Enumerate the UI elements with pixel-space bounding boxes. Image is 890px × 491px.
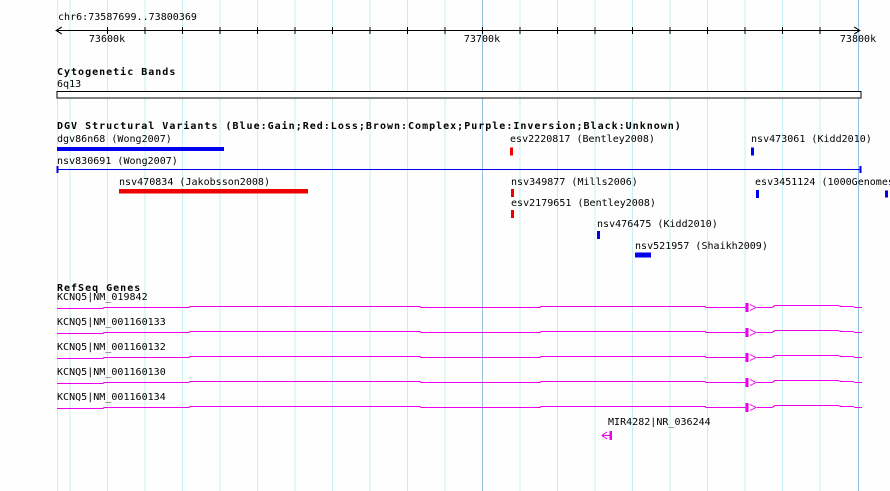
variant-glyph-dgv86n68[interactable]	[57, 147, 224, 151]
gene-line-NM_001160132[interactable]	[57, 356, 746, 359]
variant-label-nsv830691[interactable]: nsv830691 (Wong2007)	[57, 156, 178, 167]
variant-label-nsv470834[interactable]: nsv470834 (Jakobsson2008)	[119, 177, 271, 188]
variant-label-esv2179651[interactable]: esv2179651 (Bentley2008)	[511, 198, 656, 209]
region-title: chr6:73587699..73800369	[58, 12, 197, 23]
variant-glyph-nsv349877[interactable]	[511, 189, 514, 197]
cytoband-label[interactable]: 6q13	[57, 79, 82, 90]
variant-glyph-esv2220817[interactable]	[510, 147, 513, 156]
variant-label-esv3451124[interactable]: esv3451124 (1000Genomes	[755, 177, 890, 188]
gene-exon-tick[interactable]	[745, 353, 749, 362]
variant-glyph-nsv470834[interactable]	[119, 189, 308, 194]
gene-line-right[interactable]	[757, 405, 862, 408]
ruler-label-73700k: 73700k	[463, 34, 501, 45]
mir-exon-tick[interactable]	[609, 431, 613, 440]
gene-strand-arrow-icon	[749, 404, 758, 411]
gene-exon-tick[interactable]	[745, 378, 749, 387]
gene-label-NM_001160133[interactable]: KCNQ5|NM_001160133	[57, 317, 166, 328]
ruler-left-arrow-icon	[55, 26, 63, 35]
variant-glyph-nsv473061[interactable]	[751, 147, 754, 156]
variant-glyph-esv3451124[interactable]	[756, 190, 759, 198]
gene-line-NM_019842[interactable]	[57, 306, 746, 309]
section-title-dgv-structural-variants: DGV Structural Variants (Blue:Gain;Red:L…	[57, 121, 682, 132]
gene-line-NM_001160134[interactable]	[57, 406, 746, 409]
gene-line-NM_001160133[interactable]	[57, 331, 746, 334]
gene-line-right[interactable]	[757, 355, 862, 358]
ruler-right-arrow-icon	[853, 26, 861, 35]
variant-label-nsv349877[interactable]: nsv349877 (Mills2006)	[511, 177, 638, 188]
gene-line-right[interactable]	[757, 330, 862, 333]
variant-glyph-esv2179651[interactable]	[511, 210, 514, 218]
ruler-label-73600k: 73600k	[88, 34, 126, 45]
section-title-refseq-genes: RefSeq Genes	[57, 283, 142, 294]
gene-exon-tick[interactable]	[745, 403, 749, 412]
gene-label-NM_001160134[interactable]: KCNQ5|NM_001160134	[57, 392, 166, 403]
gene-exon-tick[interactable]	[745, 303, 749, 312]
mir-gene-label[interactable]: MIR4282|NR_036244	[608, 417, 711, 428]
section-title-cytogenetic-bands: Cytogenetic Bands	[57, 67, 177, 78]
mir-left-arrow-icon	[601, 431, 608, 440]
gene-strand-arrow-icon	[749, 354, 758, 361]
variant-label-esv2220817[interactable]: esv2220817 (Bentley2008)	[510, 134, 655, 145]
variant-glyph-edge-variant[interactable]	[885, 190, 888, 198]
ruler-label-73800k: 73800k	[839, 34, 877, 45]
gene-line-right[interactable]	[757, 305, 862, 308]
cytoband-glyph[interactable]	[56, 91, 862, 99]
gene-label-NM_001160132[interactable]: KCNQ5|NM_001160132	[57, 342, 166, 353]
gene-line-right[interactable]	[757, 380, 862, 383]
gene-label-NM_001160130[interactable]: KCNQ5|NM_001160130	[57, 367, 166, 378]
gene-strand-arrow-icon	[749, 379, 758, 386]
variant-label-dgv86n68[interactable]: dgv86n68 (Wong2007)	[57, 134, 172, 145]
variant-glyph-nsv476475[interactable]	[597, 231, 600, 239]
gene-strand-arrow-icon	[749, 304, 758, 311]
variant-label-nsv521957[interactable]: nsv521957 (Shaikh2009)	[635, 241, 768, 252]
variant-label-nsv473061[interactable]: nsv473061 (Kidd2010)	[751, 134, 872, 145]
variant-glyph-nsv521957[interactable]	[635, 252, 651, 258]
variant-label-nsv476475[interactable]: nsv476475 (Kidd2010)	[597, 219, 718, 230]
gene-exon-tick[interactable]	[745, 328, 749, 337]
gene-label-NM_019842[interactable]: KCNQ5|NM_019842	[57, 292, 148, 303]
gene-line-NM_001160130[interactable]	[57, 381, 746, 384]
gene-strand-arrow-icon	[749, 329, 758, 336]
